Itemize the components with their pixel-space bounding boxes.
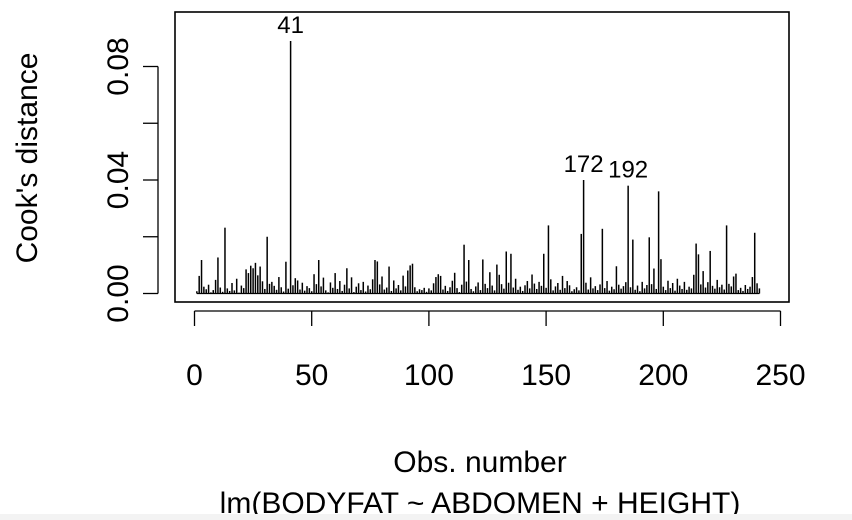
x-tick-label: 100 — [404, 359, 454, 392]
x-tick-label: 0 — [186, 359, 203, 392]
x-tick-label: 50 — [295, 359, 328, 392]
y-axis-label: Cook's distance — [11, 53, 44, 264]
y-tick-label: 0.00 — [102, 264, 135, 322]
x-tick-label: 200 — [638, 359, 688, 392]
x-axis: 0 50 100 150 200 250 — [186, 310, 806, 392]
point-label-41: 41 — [277, 12, 304, 39]
point-label-192: 192 — [608, 157, 648, 184]
y-tick-label: 0.08 — [102, 37, 135, 95]
y-tick-label: 0.04 — [102, 151, 135, 209]
y-axis: 0.00 0.04 0.08 — [102, 37, 159, 323]
point-label-172: 172 — [564, 151, 604, 178]
point-labels: 41 172 192 — [277, 12, 648, 184]
bar-series — [196, 40, 761, 295]
x-tick-label: 250 — [755, 359, 805, 392]
plot-frame — [174, 11, 790, 303]
x-tick-label: 150 — [521, 359, 571, 392]
x-axis-label: Obs. number — [393, 446, 566, 479]
bottom-strip — [0, 514, 852, 520]
